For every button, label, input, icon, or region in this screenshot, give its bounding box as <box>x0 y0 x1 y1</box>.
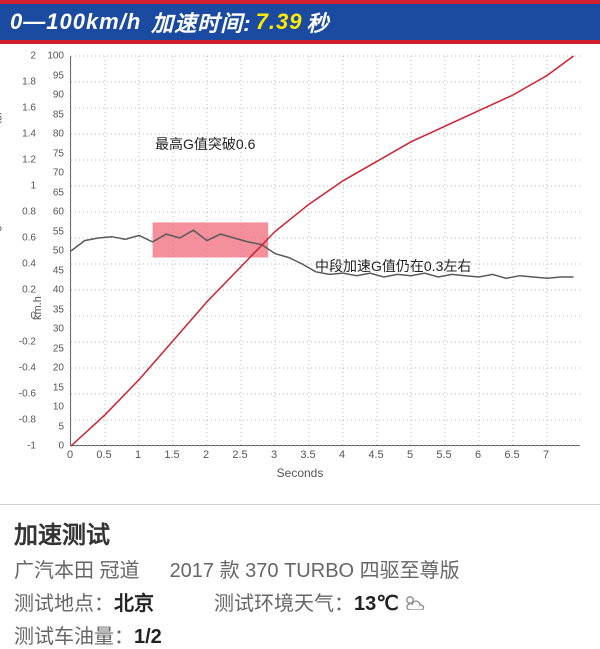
y-left-tick: -0.4 <box>14 363 36 374</box>
y-left-tick: 0.6 <box>14 233 36 244</box>
x-tick: 2 <box>203 449 209 461</box>
y-left-tick: 0.4 <box>14 259 36 270</box>
y-right-tick: 70 <box>40 168 64 179</box>
car-trim: 2017 款 370 TURBO 四驱至尊版 <box>170 554 460 583</box>
y-right-tick: 60 <box>40 207 64 218</box>
x-tick: 0 <box>67 449 73 461</box>
x-tick: 1 <box>135 449 141 461</box>
y-right-tick: 20 <box>40 363 64 374</box>
header-range-label: 0—100km/h <box>10 9 141 35</box>
x-tick: 0.5 <box>96 449 111 461</box>
y-right-tick: 100 <box>40 51 64 62</box>
header-banner: 0—100km/h 加速时间: 7.39 秒 <box>0 0 600 44</box>
y-right-tick: 75 <box>40 148 64 159</box>
weather-label: 测试环境天气： <box>214 587 354 616</box>
y-right-tick: 95 <box>40 70 64 81</box>
y-right-tick: 45 <box>40 265 64 276</box>
y-right-tick: 0 <box>40 441 64 452</box>
y-left-tick: -0.8 <box>14 415 36 426</box>
y-right-tick: 40 <box>40 285 64 296</box>
highlight-region <box>153 222 269 257</box>
x-tick: 4.5 <box>368 449 383 461</box>
chart-annotation: 最高G值突破0.6 <box>155 134 255 154</box>
y-right-tick: 85 <box>40 109 64 120</box>
test-info-panel: 加速测试 广汽本田 冠道 2017 款 370 TURBO 四驱至尊版 测试地点… <box>0 504 600 649</box>
y-right-tick: 10 <box>40 402 64 413</box>
acceleration-chart: Longitudinal Acceleration (g) km.h Secon… <box>0 44 600 504</box>
y-right-tick: 30 <box>40 324 64 335</box>
cloudy-sun-icon <box>403 594 425 615</box>
y-left-tick: 2 <box>14 51 36 62</box>
x-tick: 5 <box>407 449 413 461</box>
x-axis-label: Seconds <box>277 466 324 480</box>
y-left-tick: 1.8 <box>14 77 36 88</box>
fuel-label: 测试车油量： <box>14 620 134 649</box>
plot-area <box>70 56 580 446</box>
y-right-tick: 50 <box>40 246 64 257</box>
x-tick: 3.5 <box>300 449 315 461</box>
y-left-tick: 0.8 <box>14 207 36 218</box>
car-make: 广汽本田 冠道 <box>14 554 140 583</box>
chart-svg <box>71 56 580 445</box>
y-axis-left-label: Longitudinal Acceleration (g) <box>0 111 2 250</box>
location-label: 测试地点： <box>14 587 114 616</box>
x-tick: 1.5 <box>164 449 179 461</box>
header-value: 7.39 <box>256 9 303 35</box>
header-unit: 秒 <box>306 6 329 38</box>
location-value: 北京 <box>114 587 154 616</box>
chart-annotation: 中段加速G值仍在0.3左右 <box>315 256 471 276</box>
y-left-tick: 0 <box>14 311 36 322</box>
speed-line <box>71 56 574 446</box>
y-left-tick: -0.6 <box>14 389 36 400</box>
y-right-tick: 80 <box>40 129 64 140</box>
info-title: 加速测试 <box>14 515 586 550</box>
y-left-tick: -0.2 <box>14 337 36 348</box>
y-left-tick: 0.2 <box>14 285 36 296</box>
x-tick: 6.5 <box>504 449 519 461</box>
y-right-tick: 35 <box>40 304 64 315</box>
y-left-tick: -1 <box>14 441 36 452</box>
x-tick: 3 <box>271 449 277 461</box>
y-right-tick: 15 <box>40 382 64 393</box>
weather-value: 13℃ <box>354 591 399 616</box>
x-tick: 6 <box>475 449 481 461</box>
x-tick: 2.5 <box>232 449 247 461</box>
y-left-tick: 1.4 <box>14 129 36 140</box>
y-right-tick: 90 <box>40 90 64 101</box>
y-right-tick: 5 <box>40 421 64 432</box>
y-left-tick: 1.2 <box>14 155 36 166</box>
x-tick: 7 <box>543 449 549 461</box>
header-metric-label: 加速时间: <box>151 6 251 38</box>
x-tick: 5.5 <box>436 449 451 461</box>
y-right-tick: 65 <box>40 187 64 198</box>
x-tick: 4 <box>339 449 345 461</box>
y-left-tick: 1.6 <box>14 103 36 114</box>
fuel-value: 1/2 <box>134 626 162 649</box>
y-right-tick: 55 <box>40 226 64 237</box>
y-left-tick: 1 <box>14 181 36 192</box>
y-right-tick: 25 <box>40 343 64 354</box>
